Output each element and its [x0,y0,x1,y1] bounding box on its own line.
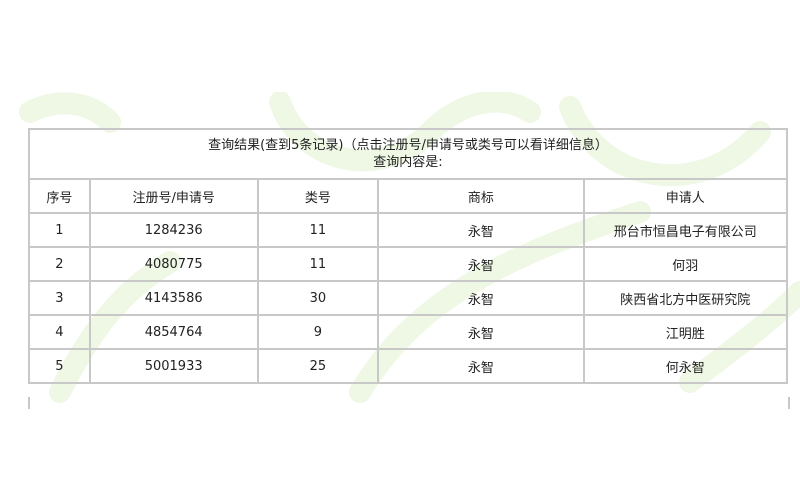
cell-index: 4 [28,314,91,350]
cell-applicant: 陕西省北方中医研究院 [582,280,789,316]
column-header-reg-no: 注册号/申请号 [88,178,259,214]
cell-applicant: 江明胜 [582,314,789,350]
header-row: 序号 注册号/申请号 类号 商标 申请人 [28,178,789,214]
query-content-label: 查询内容是: [373,155,443,170]
cell-trademark: 永智 [377,212,585,248]
results-summary: 查询结果(查到5条记录)（点击注册号/申请号或类号可以看详细信息） [208,138,608,153]
cell-class-link[interactable]: 30 [256,280,380,316]
cell-trademark: 永智 [377,314,585,350]
table-row: 3 4143586 30 永智 陕西省北方中医研究院 [28,280,789,316]
cell-applicant: 何永智 [582,348,789,384]
cell-trademark: 永智 [377,246,585,282]
table-row: 4 4854764 9 永智 江明胜 [28,314,789,350]
column-header-applicant: 申请人 [582,178,789,214]
cell-reg-no-link[interactable]: 5001933 [88,348,259,384]
table-footer [28,397,790,409]
cell-index: 3 [28,280,91,316]
table-row: 1 1284236 11 永智 邢台市恒昌电子有限公司 [28,212,789,248]
cell-trademark: 永智 [377,348,585,384]
results-caption: 查询结果(查到5条记录)（点击注册号/申请号或类号可以看详细信息） 查询内容是: [28,128,788,180]
cell-applicant: 邢台市恒昌电子有限公司 [582,212,789,248]
cell-reg-no-link[interactable]: 4143586 [88,280,259,316]
cell-class-link[interactable]: 25 [256,348,380,384]
cell-index: 2 [28,246,91,282]
cell-class-link[interactable]: 9 [256,314,380,350]
column-header-trademark: 商标 [377,178,585,214]
caption-row: 查询结果(查到5条记录)（点击注册号/申请号或类号可以看详细信息） 查询内容是: [28,128,788,180]
cell-applicant: 何羽 [582,246,789,282]
column-header-index: 序号 [28,178,91,214]
cell-trademark: 永智 [377,280,585,316]
cell-reg-no-link[interactable]: 1284236 [88,212,259,248]
cell-index: 1 [28,212,91,248]
cell-index: 5 [28,348,91,384]
cell-class-link[interactable]: 11 [256,246,380,282]
cell-class-link[interactable]: 11 [256,212,380,248]
table-row: 5 5001933 25 永智 何永智 [28,348,789,384]
column-header-class: 类号 [256,178,380,214]
table-row: 2 4080775 11 永智 何羽 [28,246,789,282]
results-table: 查询结果(查到5条记录)（点击注册号/申请号或类号可以看详细信息） 查询内容是:… [28,128,789,384]
cell-reg-no-link[interactable]: 4854764 [88,314,259,350]
cell-reg-no-link[interactable]: 4080775 [88,246,259,282]
